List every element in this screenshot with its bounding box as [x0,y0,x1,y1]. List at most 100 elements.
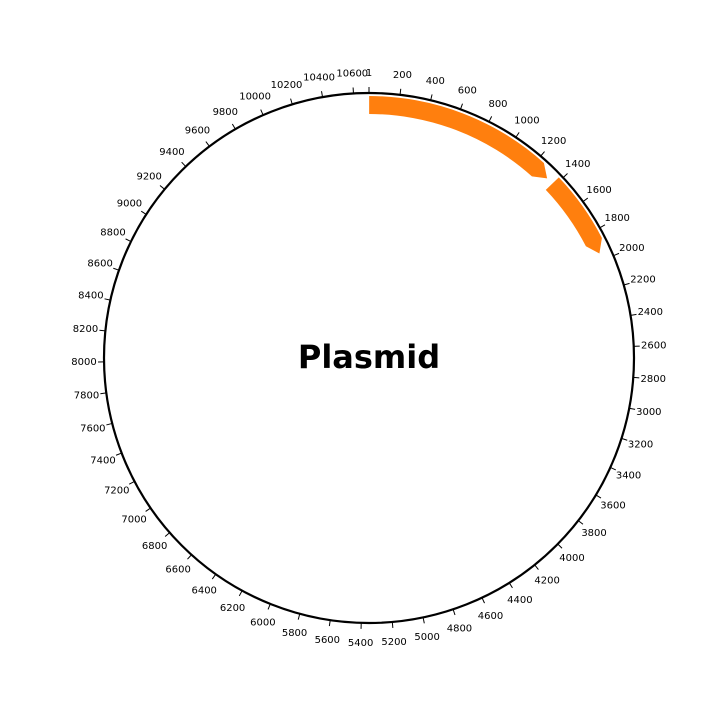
tick-mark [145,507,151,512]
tick-label: 2000 [619,243,644,254]
tick-label: 9800 [213,107,238,118]
tick-label: 1800 [604,213,629,224]
tick-layer: 1 200400600800100012001400160018002000220… [71,68,666,649]
tick-label: 1600 [586,185,611,196]
tick-mark [113,267,120,271]
tick-mark [128,480,135,485]
tick-label: 5200 [381,637,406,648]
tick-mark [159,185,165,190]
tick-mark [106,422,113,426]
tick-label: 7400 [90,455,115,466]
feature-arrow-2[interactable] [545,177,602,254]
tick-mark [557,543,563,549]
tick-mark [231,123,236,130]
tick-mark [238,590,243,597]
tick-mark [267,603,271,610]
tick-label: 800 [488,99,507,110]
tick-mark [452,609,456,616]
tick-label: 1000 [514,116,539,127]
tick-label: 2200 [630,275,655,286]
tick-label: 3800 [581,528,606,539]
tick-mark [582,197,589,203]
tick-label: 3000 [636,407,661,418]
tick-label: 9200 [136,172,161,183]
tick-mark [321,91,324,98]
tick-label: 10200 [271,80,303,91]
tick-label: 3400 [616,471,641,482]
plasmid-title: Plasmid [298,338,440,376]
tick-label: 10400 [303,72,335,83]
tick-mark [599,224,606,229]
tick-mark [181,161,187,167]
tick-mark [104,298,111,301]
tick-mark [125,238,132,242]
tick-label: 1400 [565,159,590,170]
tick-label: 7800 [74,391,99,402]
tick-mark [115,452,122,456]
tick-mark [534,564,539,570]
tick-label: 9400 [159,147,184,158]
tick-label: 10000 [239,92,271,103]
tick-label: 400 [426,76,445,87]
tick-label: 8600 [87,259,112,270]
tick-mark [260,109,264,116]
tick-mark [164,532,170,537]
tick-label: 4000 [559,553,584,564]
tick-label: 5600 [315,635,340,646]
tick-mark [328,620,331,627]
tick-label: 5400 [348,638,373,649]
tick-label: 2800 [641,374,666,385]
tick-mark [508,582,513,589]
tick-label: 600 [458,86,477,97]
tick-mark [290,98,293,105]
tick-label: 7600 [80,423,105,434]
tick-mark [630,313,637,316]
tick-mark [140,210,147,215]
tick-label: 6600 [165,565,190,576]
tick-label: 3600 [600,500,625,511]
tick-label: 7200 [104,486,129,497]
tick-mark [562,173,568,178]
tick-mark [577,520,584,525]
tick-label: 7000 [121,514,146,525]
tick-mark [297,613,301,620]
tick-mark [99,329,106,332]
tick-mark [488,116,493,122]
tick-mark [399,88,402,95]
tick-label: 4200 [534,575,559,586]
tick-mark [610,466,617,471]
tick-label: 5800 [282,628,307,639]
tick-mark [595,494,602,499]
tick-mark [211,573,217,580]
tick-label: 2400 [638,307,663,318]
tick-mark [540,151,545,157]
tick-label: 9600 [185,125,210,136]
tick-mark [629,407,636,410]
tick-mark [515,132,520,138]
feature-arrow-1[interactable] [369,96,548,179]
tick-label: 1200 [541,136,566,147]
tick-label: 4400 [507,595,532,606]
tick-label: 6800 [142,541,167,552]
tick-label: 6400 [191,586,216,597]
tick-mark [205,141,210,147]
tick-label: 6000 [250,617,275,628]
tick-label: 10600 [336,68,368,79]
feature-layer [369,96,602,254]
tick-label: 9000 [117,199,142,210]
tick-mark [187,554,192,560]
tick-label: 8200 [73,324,98,335]
tick-label: 200 [393,70,412,81]
tick-label: 1 [366,68,372,79]
tick-mark [621,437,628,441]
tick-label: 8000 [71,357,96,368]
tick-mark [481,597,485,604]
tick-label: 4800 [447,623,472,634]
tick-label: 2600 [641,340,666,351]
tick-label: 4600 [478,611,503,622]
tick-mark [391,621,394,628]
tick-mark [613,252,620,257]
tick-mark [422,617,425,624]
tick-mark [430,94,433,101]
